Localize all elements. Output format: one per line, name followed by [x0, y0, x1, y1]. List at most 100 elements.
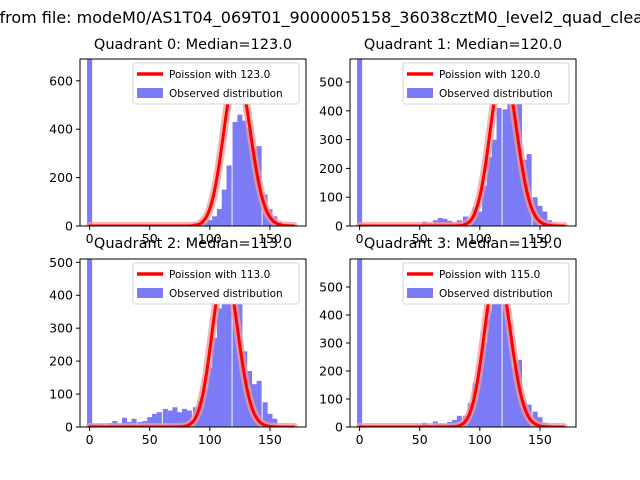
y-tick-label: 500	[319, 75, 343, 90]
legend-observed-label: Observed distribution	[169, 288, 283, 300]
y-tick-label: 500	[49, 255, 73, 270]
legend-poisson-label: Poission with 115.0	[439, 269, 540, 281]
histogram-bar	[242, 120, 248, 226]
histogram-bar	[147, 417, 153, 427]
y-tick-label: 0	[65, 219, 73, 234]
histogram-bar	[507, 67, 513, 226]
histogram-bar	[131, 418, 137, 427]
x-tick-label: 50	[142, 231, 158, 246]
y-tick-label: 0	[335, 420, 343, 435]
histogram-bar	[512, 99, 518, 226]
histogram-bar	[251, 148, 257, 226]
x-tick-label: 100	[198, 231, 222, 246]
histogram-bar	[156, 412, 162, 427]
histogram-bar	[221, 278, 227, 427]
histogram-bar	[172, 407, 178, 427]
histogram-bar	[221, 189, 227, 226]
histogram-bar	[232, 288, 238, 427]
y-tick-label: 200	[49, 170, 73, 185]
y-tick-label: 500	[319, 280, 343, 295]
histogram-bar	[186, 410, 192, 427]
x-tick-label: 150	[258, 231, 282, 246]
legend-poisson-label: Poission with 123.0	[169, 69, 270, 81]
y-tick-label: 300	[319, 336, 343, 351]
y-tick-label: 400	[319, 308, 343, 323]
histogram-bar	[267, 413, 273, 427]
legend-box	[402, 62, 570, 105]
x-tick-label: 150	[528, 432, 552, 447]
poisson-curve	[88, 267, 296, 427]
histogram-bar	[477, 211, 483, 226]
histogram-bar	[216, 308, 222, 427]
histogram-bar	[262, 402, 268, 427]
quadrant-2-legend: Poission with 113.0 Observed distributio…	[132, 262, 300, 305]
histogram-bar	[477, 368, 483, 427]
histogram-bar	[357, 59, 363, 226]
x-tick-label: 100	[468, 231, 492, 246]
y-tick-label: 0	[335, 219, 343, 234]
y-tick-label: 300	[319, 132, 343, 147]
x-tick-label: 100	[198, 432, 222, 447]
histogram-bar	[167, 410, 173, 427]
poisson-curve	[358, 267, 566, 427]
poisson-curve	[358, 66, 566, 226]
histogram-bar	[482, 343, 488, 427]
x-tick-label: 0	[86, 432, 94, 447]
histogram-bar	[207, 219, 213, 226]
x-tick-label: 100	[468, 432, 492, 447]
plot-frame	[79, 58, 307, 227]
quadrant-1-legend: Poission with 120.0 Observed distributio…	[402, 62, 570, 105]
histogram-bar	[177, 412, 183, 427]
quadrant-3-legend: Poission with 115.0 Observed distributio…	[402, 262, 570, 305]
histogram-bar	[212, 338, 218, 427]
quadrant-2-chart: Quadrant 2: Median=113.0 0 50 100 150 0 100 20…	[49, 236, 307, 447]
quadrant-0-chart: Quadrant 0: Median=123.0 0 50 100 150 0 200 40…	[49, 37, 307, 246]
quadrant-2-title: Quadrant 2: Median=113.0	[94, 236, 292, 252]
histogram-bar	[182, 408, 188, 427]
histogram-bar	[486, 156, 492, 226]
y-tick-label: 300	[49, 321, 73, 336]
histogram-bar	[496, 107, 502, 226]
y-tick-label: 100	[319, 392, 343, 407]
legend-observed-swatch	[137, 88, 163, 98]
histogram-bar	[237, 114, 243, 226]
figure-suptitle: Data from file: modeM0/AS1T04_069T01_900…	[0, 8, 640, 28]
y-tick-label: 400	[49, 122, 73, 137]
x-tick-label: 0	[356, 231, 364, 246]
histogram-bar	[121, 417, 127, 427]
histogram-bar	[486, 310, 492, 427]
x-tick-label: 150	[258, 432, 282, 447]
legend-poisson-label: Poission with 120.0	[439, 69, 540, 81]
histogram-bar	[152, 413, 158, 427]
x-tick-label: 0	[86, 231, 94, 246]
histogram-bar	[357, 259, 363, 427]
quadrant-3-title: Quadrant 3: Median=115.0	[364, 236, 562, 252]
x-tick-label: 50	[412, 432, 428, 447]
histogram-bar	[246, 127, 253, 226]
legend-box	[132, 62, 300, 105]
plot-frame	[349, 58, 577, 227]
histogram-bar	[491, 139, 497, 226]
histogram-bar	[87, 59, 93, 226]
plot-frame	[79, 258, 307, 428]
histogram-bar	[226, 272, 232, 427]
quadrant-1-chart: Quadrant 1: Median=120.0 0 50 100 150 0 100 20…	[319, 37, 577, 246]
y-tick-label: 200	[319, 161, 343, 176]
histogram-bar	[87, 259, 93, 427]
histogram-bar	[212, 216, 218, 226]
histogram-bar	[496, 275, 502, 427]
legend-observed-swatch	[407, 288, 433, 298]
histogram-bar	[207, 367, 213, 427]
y-tick-label: 200	[49, 354, 73, 369]
x-tick-label: 150	[528, 231, 552, 246]
legend-observed-label: Observed distribution	[169, 88, 283, 100]
histogram-bar	[502, 109, 508, 226]
y-tick-label: 0	[65, 420, 73, 435]
histogram-bar	[502, 303, 508, 427]
legend-observed-swatch	[137, 288, 163, 298]
quadrant-0-title: Quadrant 0: Median=123.0	[94, 37, 292, 53]
histogram-bar	[162, 408, 168, 427]
histogram-bar	[437, 217, 443, 226]
quadrant-1-title: Quadrant 1: Median=120.0	[364, 37, 562, 53]
quadrant-3-chart: Quadrant 3: Median=115.0 0 50 100 150 0 100 20…	[319, 236, 577, 447]
